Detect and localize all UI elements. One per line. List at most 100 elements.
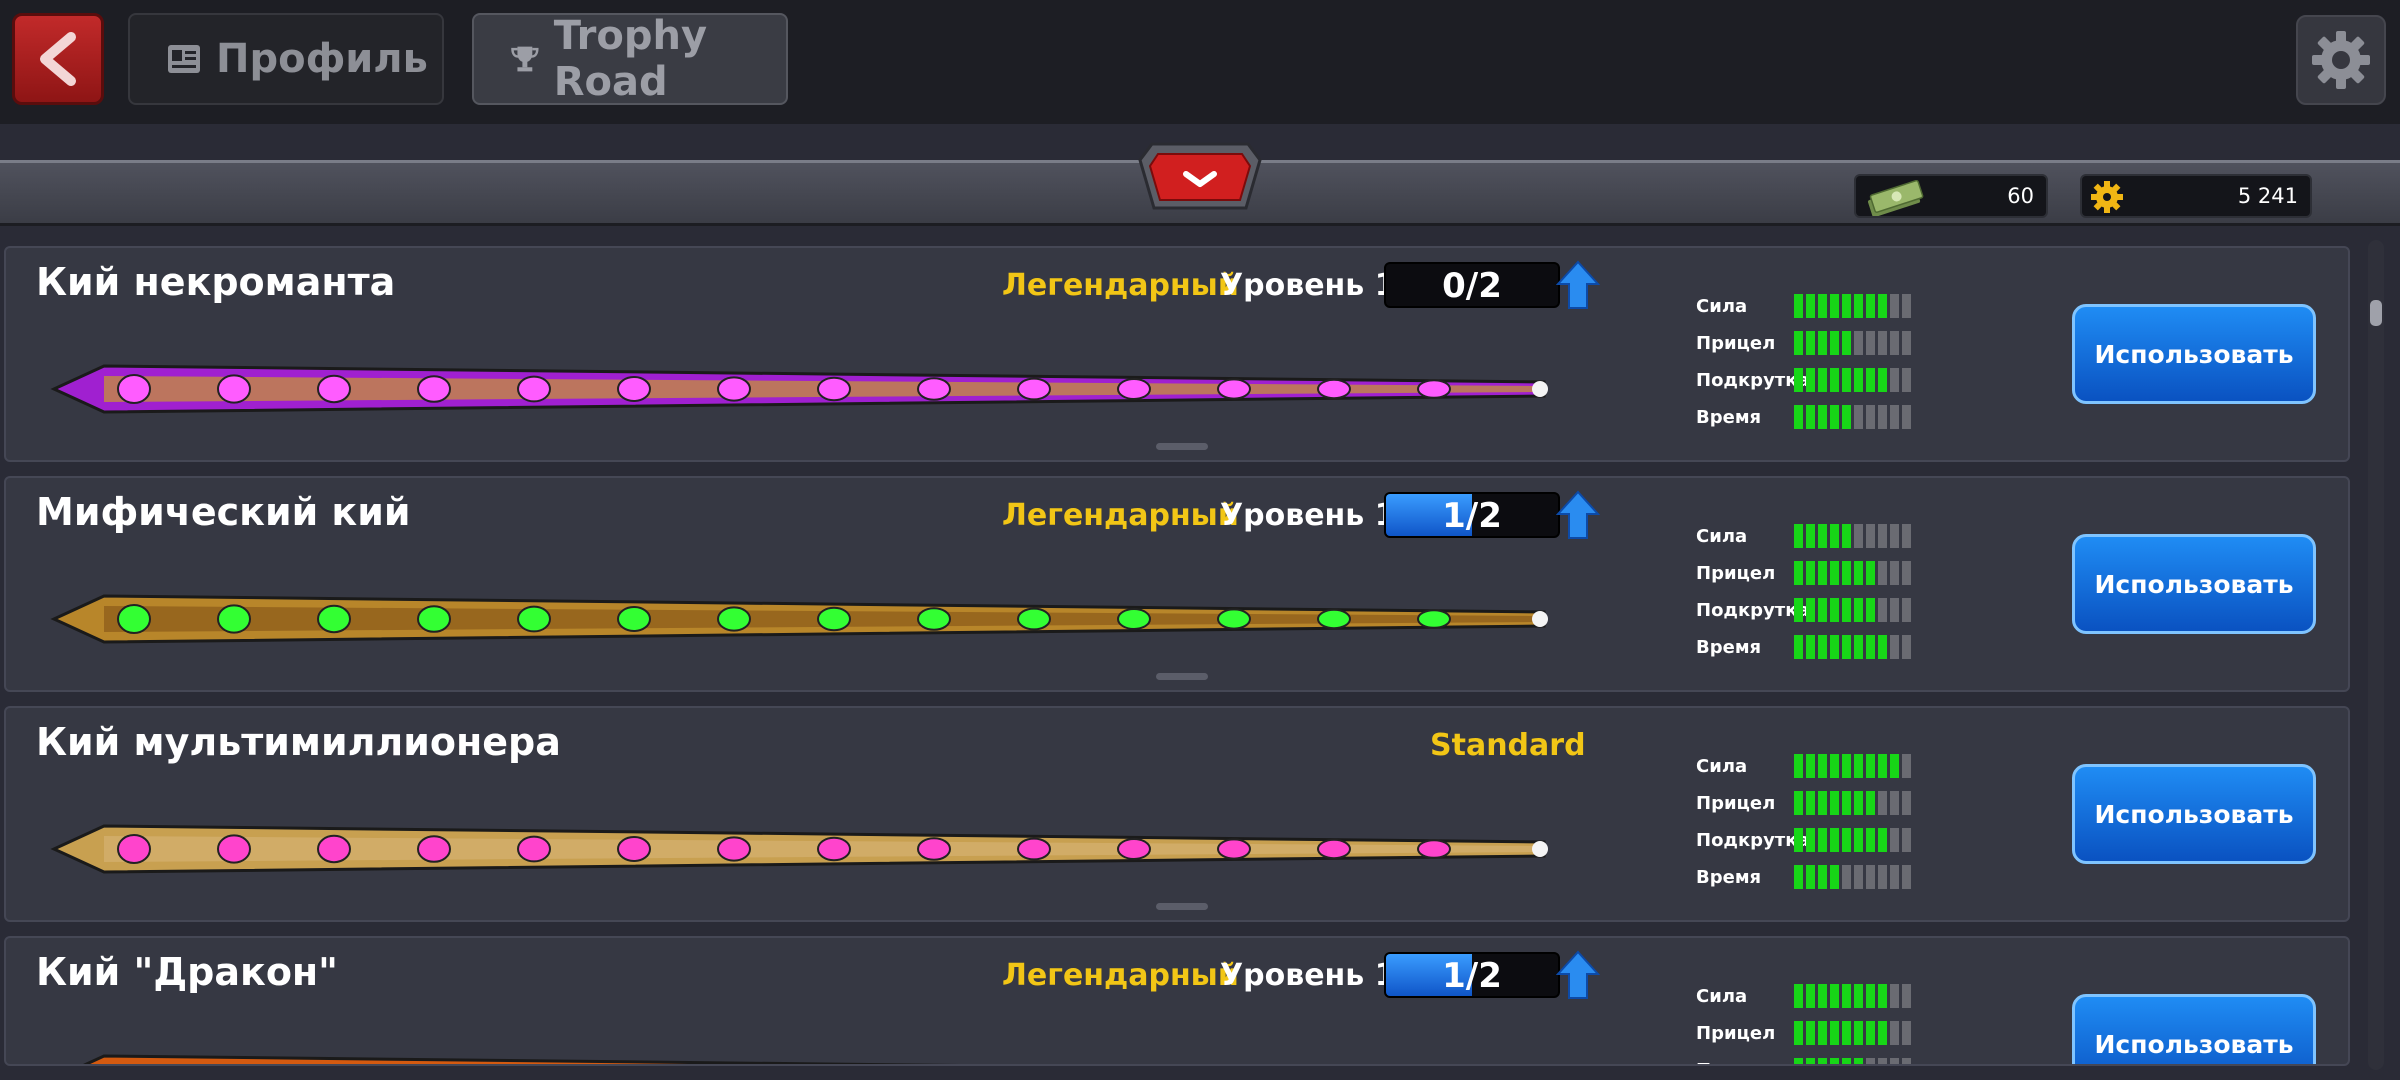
stat-bar (1794, 598, 1911, 622)
cue-card[interactable]: Кий мультимиллионера Standard Сила Прицел… (4, 706, 2350, 922)
stat-segment (1842, 791, 1851, 815)
expand-handle[interactable] (1156, 903, 1208, 910)
coins-counter[interactable]: 5 241 (2080, 174, 2312, 218)
stat-segment (1866, 294, 1875, 318)
stat-segment (1830, 294, 1839, 318)
stat-segment (1902, 865, 1911, 889)
stat-bar (1794, 1021, 1911, 1045)
stat-label: Время (1696, 867, 1762, 888)
cash-value: 60 (2007, 184, 2034, 208)
back-button[interactable] (12, 13, 104, 105)
stat-segment (1902, 561, 1911, 585)
stat-segment (1794, 828, 1803, 852)
rarity-label: Standard (1430, 728, 1586, 763)
stat-segment (1854, 331, 1863, 355)
stat-bar (1794, 828, 1911, 852)
rarity-label: Легендарный (1002, 498, 1239, 533)
stat-segment (1842, 294, 1851, 318)
stat-segment (1830, 865, 1839, 889)
stat-bar (1794, 405, 1911, 429)
tab-trophy-road[interactable]: Trophy Road (472, 13, 788, 105)
use-button[interactable]: Использовать (2072, 994, 2316, 1064)
stat-bar (1794, 368, 1911, 392)
stat-bar (1794, 635, 1911, 659)
stat-segment (1866, 524, 1875, 548)
stat-segment (1890, 1058, 1899, 1064)
progress-text: 1/2 (1442, 956, 1502, 996)
stat-segment (1806, 754, 1815, 778)
collapse-button[interactable] (1138, 140, 1262, 212)
upgrade-arrow-icon[interactable] (1556, 260, 1600, 310)
stat-segment (1806, 405, 1815, 429)
use-button[interactable]: Использовать (2072, 764, 2316, 864)
progress-fill (1386, 494, 1472, 536)
stat-segment (1890, 598, 1899, 622)
stat-segment (1902, 791, 1911, 815)
cue-card[interactable]: Кий "Дракон" Легендарный Уровень 1 1/2 С… (4, 936, 2350, 1066)
stat-segment (1902, 1058, 1911, 1064)
stat-bar (1794, 754, 1911, 778)
stat-label: Прицел (1696, 563, 1776, 584)
scrollbar-thumb[interactable] (2370, 300, 2382, 326)
stat-label: Сила (1696, 986, 1748, 1007)
stat-segment (1842, 1058, 1851, 1064)
stat-segment (1878, 1021, 1887, 1045)
tab-profile[interactable]: Профиль (128, 13, 444, 105)
stat-segment (1854, 791, 1863, 815)
stat-segment (1902, 524, 1911, 548)
stat-segment (1794, 1021, 1803, 1045)
upgrade-arrow-icon[interactable] (1556, 950, 1600, 1000)
cue-image (50, 364, 1548, 414)
stat-segment (1806, 984, 1815, 1008)
stat-segment (1794, 561, 1803, 585)
stat-bar (1794, 294, 1911, 318)
level-label: Уровень 1 (1220, 268, 1396, 303)
stat-segment (1842, 635, 1851, 659)
rarity-label: Легендарный (1002, 958, 1239, 993)
cue-card[interactable]: Мифический кий Легендарный Уровень 1 1/2… (4, 476, 2350, 692)
stat-segment (1818, 524, 1827, 548)
stat-segment (1890, 754, 1899, 778)
expand-handle[interactable] (1156, 443, 1208, 450)
stat-segment (1806, 865, 1815, 889)
stat-segment (1902, 405, 1911, 429)
stat-segment (1806, 828, 1815, 852)
stat-segment (1842, 368, 1851, 392)
stat-segment (1866, 984, 1875, 1008)
profile-card-icon (168, 45, 200, 73)
stat-segment (1854, 561, 1863, 585)
stat-segment (1830, 1058, 1839, 1064)
settings-button[interactable] (2296, 15, 2386, 105)
stat-segment (1818, 1058, 1827, 1064)
stat-segment (1806, 524, 1815, 548)
stat-label: Прицел (1696, 1023, 1776, 1044)
stat-segment (1830, 331, 1839, 355)
stat-segment (1890, 405, 1899, 429)
stat-segment (1794, 598, 1803, 622)
stat-segment (1902, 368, 1911, 392)
upgrade-arrow-icon[interactable] (1556, 490, 1600, 540)
use-button[interactable]: Использовать (2072, 304, 2316, 404)
coins-value: 5 241 (2237, 184, 2298, 208)
stat-segment (1818, 828, 1827, 852)
stat-segment (1902, 331, 1911, 355)
use-button[interactable]: Использовать (2072, 534, 2316, 634)
stat-segment (1842, 524, 1851, 548)
cue-card[interactable]: Кий некроманта Легендарный Уровень 1 0/2… (4, 246, 2350, 462)
stat-label: Подкрутка (1696, 600, 1810, 621)
cash-counter[interactable]: 60 (1854, 174, 2048, 218)
stat-label: Подкрутка (1696, 830, 1810, 851)
expand-handle[interactable] (1156, 673, 1208, 680)
stat-label: Подкрутка (1696, 1060, 1810, 1064)
stat-segment (1890, 1021, 1899, 1045)
cue-name: Кий мультимиллионера (36, 720, 561, 764)
stat-segment (1794, 635, 1803, 659)
scrollbar-track[interactable] (2368, 240, 2384, 1070)
stat-segment (1794, 865, 1803, 889)
stat-segment (1842, 865, 1851, 889)
stat-segment (1842, 1021, 1851, 1045)
stat-segment (1794, 524, 1803, 548)
stat-segment (1878, 524, 1887, 548)
stat-segment (1818, 294, 1827, 318)
cue-name: Кий "Дракон" (36, 950, 338, 994)
